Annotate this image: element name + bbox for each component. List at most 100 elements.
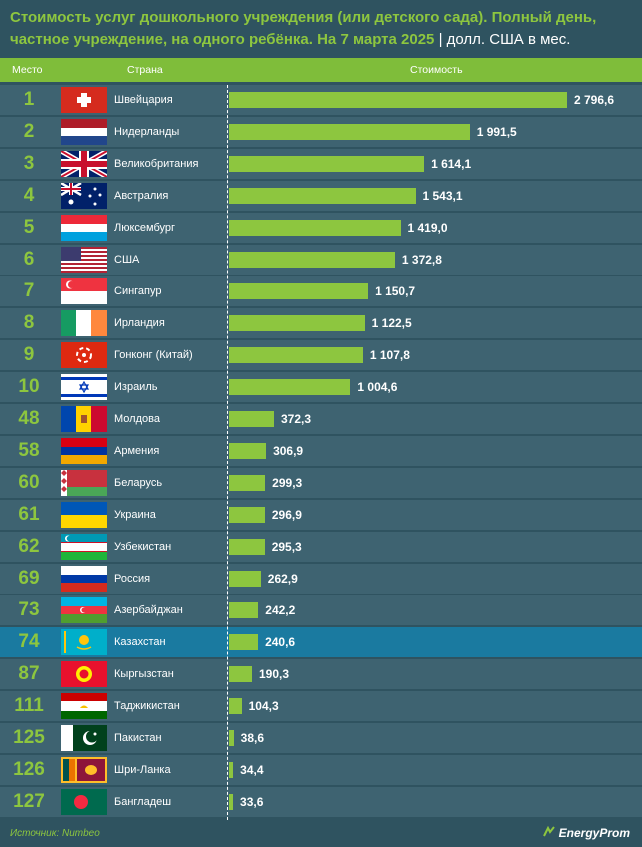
kazakhstan-flag-icon bbox=[61, 629, 107, 656]
value-label: 1 372,8 bbox=[401, 252, 442, 267]
chart-row: 6 США 1 372,8 bbox=[0, 244, 642, 275]
value-label: 33,6 bbox=[240, 794, 264, 809]
country-label: Беларусь bbox=[114, 476, 163, 489]
bar bbox=[229, 442, 267, 459]
rank-label: 126 bbox=[13, 758, 45, 780]
country-label: Украина bbox=[114, 508, 156, 521]
country-label: Казахстан bbox=[114, 636, 166, 649]
value-label: 1 419,0 bbox=[407, 220, 448, 235]
country-label: Армения bbox=[114, 444, 160, 457]
bangladesh-flag-icon bbox=[61, 788, 107, 815]
chart-row: 60 Беларусь 299,3 bbox=[0, 467, 642, 498]
value-label: 104,3 bbox=[248, 699, 279, 714]
luxembourg-flag-icon bbox=[61, 214, 107, 241]
chart-row: 126 Шри-Ланка 34,4 bbox=[0, 754, 642, 785]
bar bbox=[229, 506, 265, 523]
value-label: 190,3 bbox=[258, 667, 290, 682]
bar bbox=[229, 411, 274, 427]
bar bbox=[229, 793, 234, 810]
value-axis-line bbox=[227, 85, 228, 820]
chart-row: 48 Молдова 372,3 bbox=[0, 404, 642, 434]
netherlands-flag-icon bbox=[61, 118, 107, 145]
country-label: Россия bbox=[114, 572, 151, 585]
bar bbox=[229, 698, 242, 715]
rank-label: 4 bbox=[23, 184, 35, 206]
rank-label: 2 bbox=[23, 120, 35, 142]
chart-row: 8 Ирландия 1 122,5 bbox=[0, 308, 642, 339]
country-label: Израиль bbox=[114, 381, 158, 394]
value-label: 296,9 bbox=[271, 507, 302, 522]
value-label: 1 004,6 bbox=[357, 380, 398, 395]
value-label: 240,6 bbox=[265, 635, 296, 650]
rank-label: 9 bbox=[23, 344, 35, 366]
country-label: Молдова bbox=[114, 413, 160, 425]
bar bbox=[229, 283, 369, 300]
rank-label: 6 bbox=[23, 248, 35, 270]
value-label: 1 991,5 bbox=[476, 124, 517, 139]
country-label: Пакистан bbox=[114, 732, 162, 744]
rank-label: 111 bbox=[14, 695, 44, 717]
value-label: 1 150,7 bbox=[375, 284, 416, 299]
chart-title-main: Стоимость услуг дошкольного учреждения (… bbox=[10, 9, 597, 48]
rank-label: 5 bbox=[23, 216, 35, 238]
value-label: 1 122,5 bbox=[371, 316, 412, 331]
rank-label: 60 bbox=[18, 471, 40, 493]
pakistan-flag-icon bbox=[61, 725, 107, 751]
country-label: Азербайджан bbox=[114, 604, 183, 617]
value-label: 2 796,6 bbox=[574, 93, 615, 107]
header-rank: Место bbox=[12, 64, 43, 76]
ireland-flag-icon bbox=[61, 310, 107, 337]
country-label: Таджикистан bbox=[114, 700, 180, 713]
rank-label: 87 bbox=[18, 663, 40, 685]
value-label: 372,3 bbox=[280, 412, 312, 426]
country-label: Нидерланды bbox=[114, 125, 180, 138]
chart-row: 9 Гонконг (Китай) 1 107,8 bbox=[0, 340, 642, 371]
chart-row: 87 Кыргызстан 190,3 bbox=[0, 659, 642, 690]
brand-name: EnergyProm bbox=[558, 826, 630, 840]
country-label: Гонконг (Китай) bbox=[114, 349, 193, 362]
value-label: 38,6 bbox=[240, 731, 265, 745]
rank-label: 1 bbox=[23, 89, 35, 110]
bar bbox=[229, 666, 252, 683]
chart-row: 5 Люксембург 1 419,0 bbox=[0, 212, 642, 243]
country-label: Кыргызстан bbox=[114, 668, 174, 681]
country-label: Люксембург bbox=[114, 221, 176, 234]
bar bbox=[229, 730, 234, 746]
chart-row: 1 Швейцария 2 796,6 bbox=[0, 85, 642, 115]
switzerland-flag-icon bbox=[61, 87, 107, 113]
bar bbox=[229, 92, 567, 108]
country-label: Узбекистан bbox=[114, 540, 172, 553]
usa-flag-icon bbox=[61, 246, 107, 273]
chart-row: 3 Великобритания 1 614,1 bbox=[0, 148, 642, 179]
chart-row: 74 Казахстан 240,6 bbox=[0, 627, 642, 658]
country-label: Австралия bbox=[114, 189, 169, 202]
bar bbox=[229, 634, 259, 651]
bar bbox=[229, 379, 351, 396]
moldova-flag-icon bbox=[61, 406, 107, 432]
belarus-flag-icon bbox=[61, 469, 107, 496]
rank-label: 73 bbox=[18, 599, 40, 621]
rank-label: 127 bbox=[13, 790, 45, 812]
rank-label: 61 bbox=[18, 503, 40, 525]
value-label: 299,3 bbox=[272, 475, 303, 490]
rank-label: 69 bbox=[18, 567, 40, 589]
value-label: 262,9 bbox=[267, 571, 298, 586]
rank-label: 125 bbox=[13, 727, 45, 748]
israel-flag-icon bbox=[61, 374, 107, 401]
chart-row: 127 Бангладеш 33,6 bbox=[0, 786, 642, 817]
value-label: 1 107,8 bbox=[369, 348, 410, 363]
ukraine-flag-icon bbox=[61, 501, 107, 528]
bar bbox=[229, 538, 265, 555]
bar bbox=[229, 602, 259, 619]
country-label: Бангладеш bbox=[114, 795, 172, 808]
chart-title: Стоимость услуг дошкольного учреждения (… bbox=[10, 7, 635, 51]
bar bbox=[229, 219, 401, 236]
rank-label: 48 bbox=[18, 408, 40, 429]
bar bbox=[229, 187, 416, 204]
rank-label: 58 bbox=[18, 439, 40, 461]
chart-title-unit: | долл. США в мес. bbox=[438, 31, 571, 48]
table-header: Место Страна Стоимость bbox=[0, 58, 642, 82]
chart-row: 7 Сингапур 1 150,7 bbox=[0, 276, 642, 307]
bar bbox=[229, 347, 363, 364]
header-country: Страна bbox=[127, 64, 163, 76]
